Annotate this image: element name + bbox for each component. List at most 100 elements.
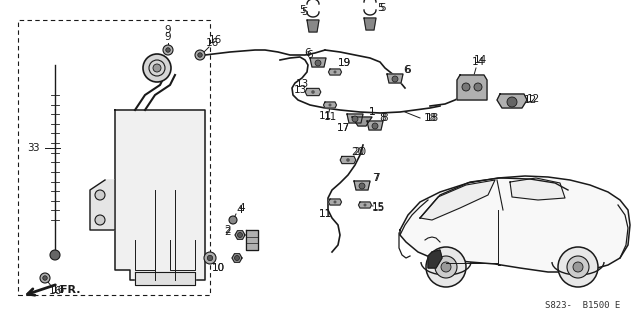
- Circle shape: [573, 262, 583, 272]
- Circle shape: [346, 158, 350, 162]
- Text: 7: 7: [372, 173, 380, 183]
- Circle shape: [229, 216, 237, 224]
- Text: 20: 20: [351, 147, 365, 157]
- Polygon shape: [352, 117, 372, 126]
- Text: 5: 5: [301, 7, 308, 17]
- Circle shape: [234, 256, 239, 261]
- Text: 16: 16: [209, 35, 221, 45]
- Circle shape: [43, 276, 47, 280]
- Circle shape: [195, 50, 205, 60]
- Circle shape: [207, 255, 212, 261]
- Circle shape: [50, 250, 60, 260]
- Text: 7: 7: [372, 173, 378, 183]
- Text: 14: 14: [474, 55, 486, 65]
- Polygon shape: [364, 18, 376, 30]
- Text: FR.: FR.: [60, 285, 81, 295]
- Text: 10: 10: [211, 263, 225, 273]
- Circle shape: [95, 215, 105, 225]
- Polygon shape: [323, 102, 337, 108]
- Circle shape: [237, 233, 243, 238]
- Polygon shape: [400, 176, 630, 272]
- Text: 16: 16: [205, 38, 219, 48]
- Circle shape: [359, 183, 365, 189]
- Circle shape: [364, 204, 367, 206]
- Text: 15: 15: [371, 203, 385, 213]
- Text: 8: 8: [381, 113, 388, 123]
- Text: 15: 15: [371, 202, 385, 212]
- Polygon shape: [90, 180, 115, 230]
- Text: 5: 5: [379, 3, 385, 13]
- Circle shape: [328, 103, 332, 107]
- Polygon shape: [340, 156, 356, 164]
- Text: 6: 6: [404, 65, 410, 75]
- Polygon shape: [235, 231, 245, 239]
- Text: 20: 20: [353, 147, 367, 157]
- Text: 10: 10: [211, 263, 225, 273]
- Polygon shape: [358, 202, 371, 208]
- Text: 16: 16: [49, 286, 61, 296]
- Polygon shape: [305, 88, 321, 96]
- Circle shape: [311, 90, 315, 94]
- Text: 11: 11: [318, 209, 332, 219]
- Text: 3: 3: [27, 143, 33, 153]
- Circle shape: [372, 123, 378, 129]
- Text: 11: 11: [318, 111, 332, 121]
- Polygon shape: [246, 230, 258, 250]
- Text: 17: 17: [337, 123, 349, 133]
- Text: 5: 5: [377, 3, 383, 13]
- Circle shape: [143, 54, 171, 82]
- Circle shape: [40, 273, 50, 283]
- Circle shape: [95, 190, 105, 200]
- Text: 6: 6: [307, 50, 314, 60]
- Text: 4: 4: [237, 205, 243, 215]
- Text: 3: 3: [32, 143, 38, 153]
- Text: 2: 2: [225, 225, 231, 235]
- Text: 11: 11: [318, 209, 332, 219]
- Polygon shape: [115, 110, 205, 280]
- Text: 17: 17: [337, 123, 349, 133]
- Circle shape: [392, 76, 398, 82]
- Text: 4: 4: [239, 203, 245, 213]
- Polygon shape: [310, 58, 326, 67]
- Text: 12: 12: [526, 94, 540, 104]
- Text: 19: 19: [337, 58, 351, 68]
- Text: 13: 13: [293, 85, 307, 95]
- Text: 9: 9: [164, 32, 172, 42]
- Polygon shape: [428, 250, 442, 268]
- Text: S823-  B1500 E: S823- B1500 E: [545, 301, 620, 310]
- Circle shape: [333, 70, 337, 73]
- Circle shape: [426, 247, 466, 287]
- Text: 16: 16: [51, 285, 65, 295]
- Text: 8: 8: [380, 113, 387, 123]
- Polygon shape: [232, 254, 242, 262]
- Circle shape: [567, 256, 589, 278]
- Text: 6: 6: [305, 48, 311, 58]
- Text: 5: 5: [300, 5, 307, 15]
- Polygon shape: [135, 272, 195, 285]
- Polygon shape: [307, 20, 319, 32]
- Text: 18: 18: [426, 113, 438, 123]
- Circle shape: [352, 116, 358, 122]
- Circle shape: [163, 45, 173, 55]
- Circle shape: [435, 256, 457, 278]
- Text: 12: 12: [524, 95, 536, 105]
- Circle shape: [333, 201, 337, 204]
- Polygon shape: [420, 180, 495, 220]
- Polygon shape: [354, 181, 370, 190]
- Polygon shape: [367, 121, 383, 130]
- Circle shape: [507, 97, 517, 107]
- Circle shape: [462, 83, 470, 91]
- Polygon shape: [497, 94, 527, 108]
- Text: 13: 13: [296, 79, 308, 89]
- Circle shape: [166, 48, 170, 52]
- Circle shape: [198, 53, 202, 57]
- Circle shape: [315, 60, 321, 66]
- Polygon shape: [510, 178, 565, 200]
- Circle shape: [204, 252, 216, 264]
- Circle shape: [153, 64, 161, 72]
- Text: 19: 19: [337, 58, 351, 68]
- Polygon shape: [347, 114, 363, 123]
- Text: 6: 6: [404, 65, 412, 75]
- Text: 18: 18: [424, 113, 436, 123]
- Polygon shape: [387, 74, 403, 83]
